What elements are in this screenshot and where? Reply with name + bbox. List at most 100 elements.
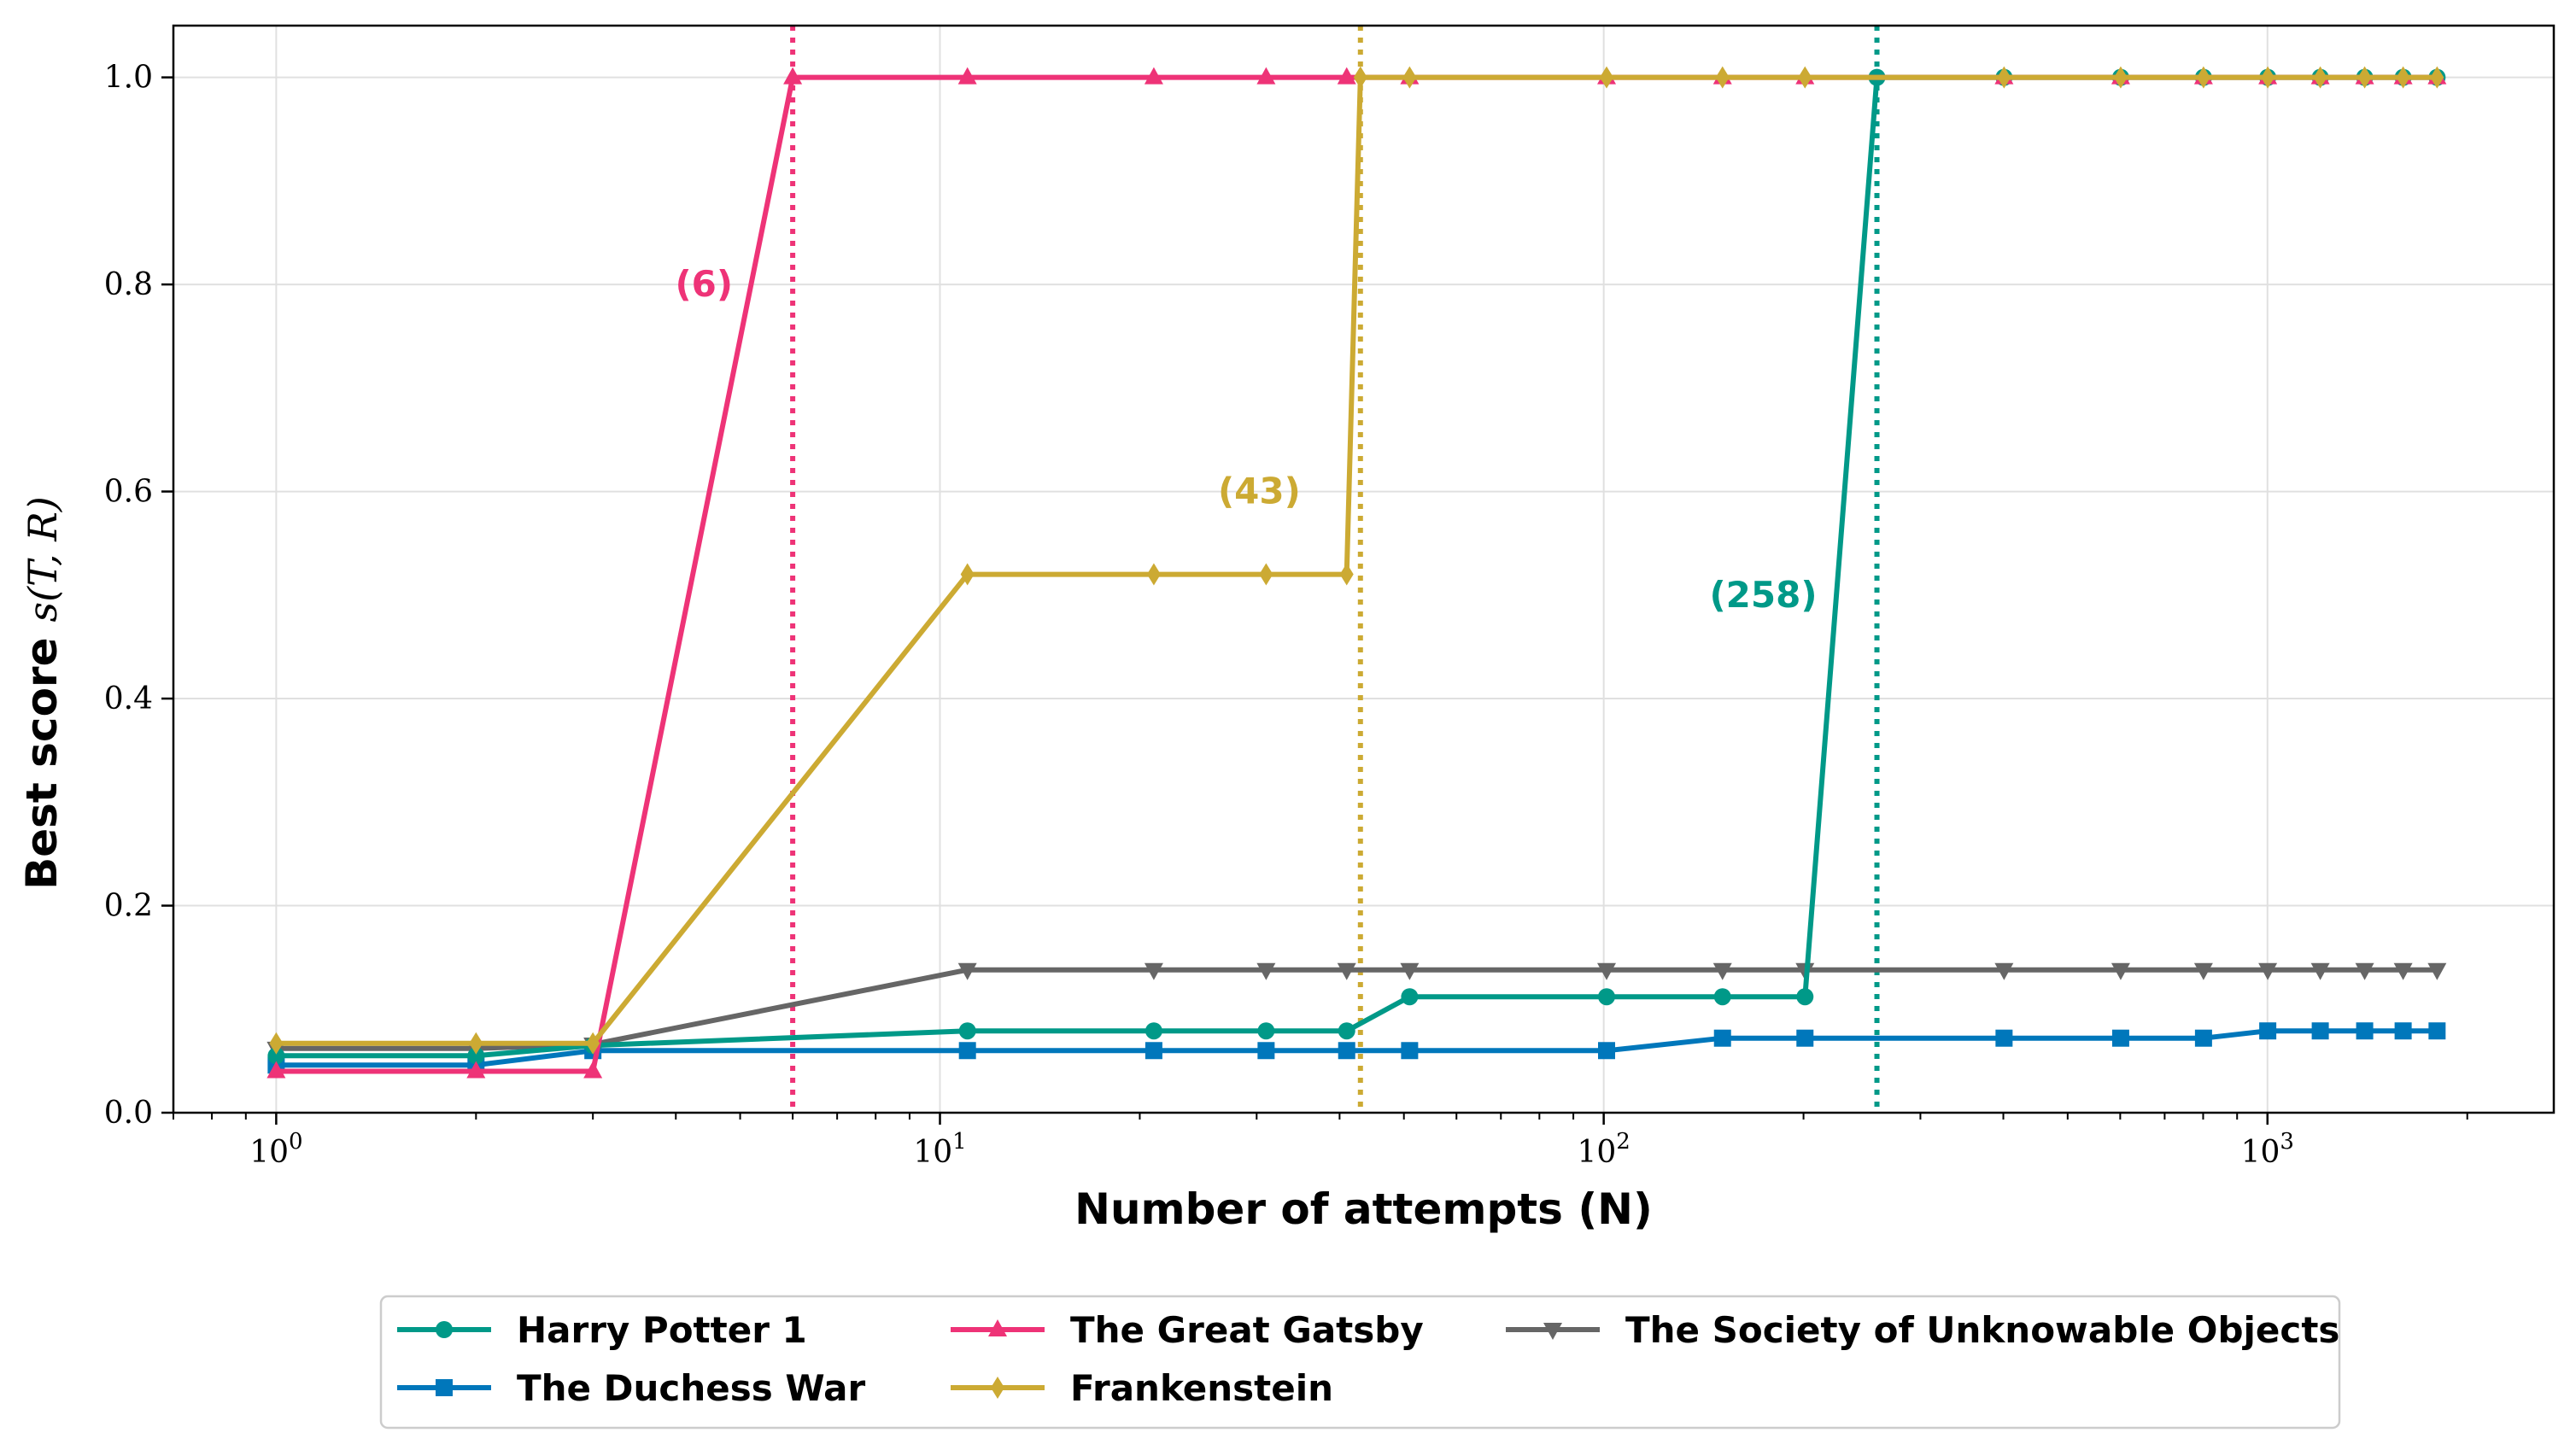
point [2259,1022,2277,1040]
legend: Harry Potter 1 The Duchess War The Great G… [379,1295,2341,1430]
legend-label: Harry Potter 1 [517,1309,807,1351]
annotation-label: (6) [675,263,733,305]
point [2193,962,2213,980]
point [586,1032,600,1055]
legend-label: The Society of Unknowable Objects [1625,1309,2339,1351]
annotations: (6) (43) (258) [675,263,1817,616]
legend-item: The Society of Unknowable Objects [1506,1309,2339,1351]
grid [173,26,2554,1114]
point [1257,1022,1275,1040]
point [1798,66,1812,89]
point [1144,962,1163,980]
point [1994,962,2014,980]
point [960,563,975,586]
annotation-label: (258) [1709,574,1817,616]
point [1257,1042,1275,1060]
point [1146,563,1161,586]
x-axis-title: Number of attempts (N) [1074,1184,1653,1234]
legend-item: The Great Gatsby [951,1309,1424,1351]
point [1338,1022,1355,1040]
point [1713,1029,1731,1047]
point [1995,1029,2013,1047]
y-axis-ticks: 0.0 0.2 0.4 0.6 0.8 1.0 [104,61,173,1131]
series-line [276,74,2438,1046]
point [469,1032,483,1055]
point [991,1377,1004,1399]
point [1402,66,1417,89]
point [783,67,803,85]
y-tick-label: 1.0 [104,61,153,96]
point [2113,66,2128,89]
point [436,1321,453,1338]
reference-lines [790,26,1880,1113]
legend-label: Frankenstein [1070,1367,1333,1409]
point [1401,988,1419,1006]
point [2194,1029,2212,1047]
series-frankenstein [269,66,2444,1055]
point [1598,1042,1616,1060]
point [2356,1022,2374,1040]
point [1796,988,1814,1006]
svg-text:Best score: Best score [17,638,67,890]
x-axis-ticks: 100 101 102 103 [173,1113,2468,1170]
series-group [266,66,2447,1079]
legend-item: Frankenstein [951,1367,1333,1409]
point [2261,66,2275,89]
y-axis-title: Best score s(T, R) [17,496,67,890]
point [2357,66,2372,89]
plot-area-frame [172,24,2556,1114]
point [467,1047,485,1065]
legend-item: The Duchess War [397,1367,865,1409]
point [2258,962,2278,980]
point [1339,563,1354,586]
point [1337,67,1356,85]
point [2428,1022,2446,1040]
legend-box [379,1295,2341,1430]
point [1338,1042,1355,1060]
point [1256,67,1276,85]
y-tick-label: 0.2 [104,889,153,924]
point [1256,962,1276,980]
legend-item: Harry Potter 1 [397,1309,807,1351]
point [2396,66,2410,89]
point [1715,66,1730,89]
point [1597,962,1617,980]
point [1145,1042,1162,1060]
point [1145,1022,1162,1040]
point [1259,563,1273,586]
point [436,1379,453,1396]
point [2394,1022,2412,1040]
point [2355,962,2374,980]
x-tick-label: 102 [1577,1129,1630,1170]
legend-label: The Great Gatsby [1070,1309,1424,1351]
point [1401,1042,1419,1060]
point [2196,66,2210,89]
point [1713,988,1731,1006]
point [957,67,977,85]
point [1600,66,1614,89]
annotation-label: (43) [1218,471,1301,512]
point [266,1061,286,1079]
y-tick-label: 0.6 [104,475,153,510]
point [1400,962,1420,980]
point [2111,962,2130,980]
legend-label: The Duchess War [517,1367,865,1409]
point [267,1047,285,1065]
point [1712,962,1732,980]
point [269,1032,284,1055]
point [2313,66,2327,89]
point [466,1061,486,1079]
series-the-duchess-war [267,1022,2446,1074]
point [1337,962,1356,980]
point [2430,66,2444,89]
point [583,1061,603,1079]
point [2111,1029,2129,1047]
point [1144,67,1163,85]
y-axis-title-math: s(T, R) [20,496,66,622]
point [2393,962,2413,980]
point [1997,66,2011,89]
y-tick-label: 0.8 [104,267,153,302]
point [2310,962,2330,980]
